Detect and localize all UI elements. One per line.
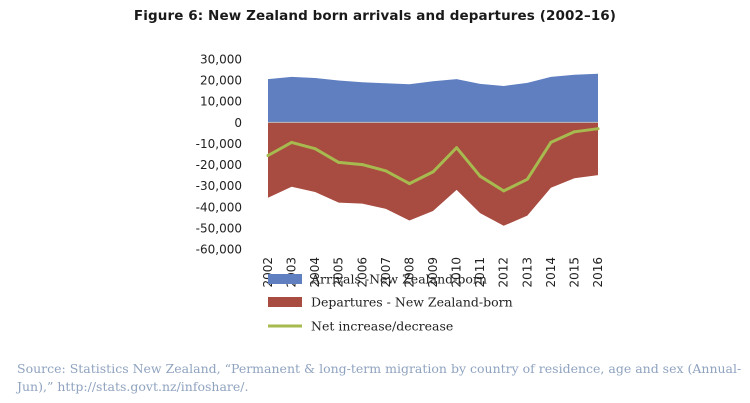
x-tick-label-2009: 2009	[426, 257, 440, 288]
y-tick-label: 10,000	[200, 95, 242, 109]
x-tick-label-2011: 2011	[473, 257, 487, 288]
legend-swatch-1	[268, 297, 302, 307]
x-tick-label-2008: 2008	[402, 257, 416, 288]
chart-svg: 30,000 20,000 10,000 0 -10,000 -20,000 -30,000…	[196, 53, 605, 334]
net-line-group	[266, 127, 600, 193]
y-tick-label: -10,000	[196, 137, 242, 151]
net-point-2014	[549, 140, 553, 144]
net-point-2002	[266, 154, 270, 157]
y-tick-label: -30,000	[196, 179, 242, 193]
x-tick-label-2014: 2014	[544, 257, 558, 288]
x-tick-label-2012: 2012	[497, 257, 511, 288]
x-tick-label-2013: 2013	[520, 257, 534, 288]
legend-label-1: Departures - New Zealand-born	[311, 295, 513, 310]
area-series-1	[268, 122, 598, 226]
net-point-2005	[337, 160, 341, 164]
area-series-0	[268, 73, 598, 123]
net-point-2013	[525, 177, 529, 181]
net-point-2015	[572, 130, 576, 134]
net-point-2011	[478, 174, 482, 178]
y-tick-label: -60,000	[196, 243, 242, 257]
net-point-2016	[596, 127, 600, 131]
y-tick-label: -20,000	[196, 158, 242, 172]
x-tick-label-2007: 2007	[379, 257, 393, 288]
net-point-2008	[407, 182, 411, 186]
y-tick-label: 0	[234, 116, 242, 130]
legend-label-0: Arrivals -New Zealand-born	[310, 272, 487, 287]
y-tick-label: 20,000	[200, 74, 242, 88]
net-point-2010	[455, 146, 459, 150]
y-tick-label: 30,000	[200, 53, 242, 67]
x-tick-label-2006: 2006	[355, 257, 369, 288]
x-tick-label-2004: 2004	[308, 257, 322, 288]
net-point-2003	[290, 140, 294, 144]
net-point-2007	[384, 169, 388, 173]
legend-label-2: Net increase/decrease	[311, 319, 453, 334]
chart-title: Figure 6: New Zealand born arrivals and …	[133, 8, 617, 24]
source-note: Source: Statistics New Zealand, “Permane…	[17, 361, 742, 394]
legend-swatch-0	[268, 274, 302, 284]
legend: Arrivals -New Zealand-born Departures - N…	[268, 272, 513, 334]
x-tick-label-2016: 2016	[591, 257, 605, 288]
y-axis-ticks: 30,000 20,000 10,000 0 -10,000 -20,000 -30,000…	[196, 53, 242, 257]
y-tick-label: -40,000	[196, 200, 242, 214]
x-tick-label-2005: 2005	[332, 257, 346, 288]
x-tick-label-2015: 2015	[567, 257, 581, 288]
net-point-2009	[431, 170, 435, 174]
y-tick-label: -50,000	[196, 221, 242, 235]
net-point-2004	[313, 147, 317, 151]
x-tick-label-2010: 2010	[450, 257, 464, 288]
net-point-2006	[360, 163, 364, 167]
net-point-2012	[502, 189, 506, 193]
chart-areas	[268, 73, 598, 226]
